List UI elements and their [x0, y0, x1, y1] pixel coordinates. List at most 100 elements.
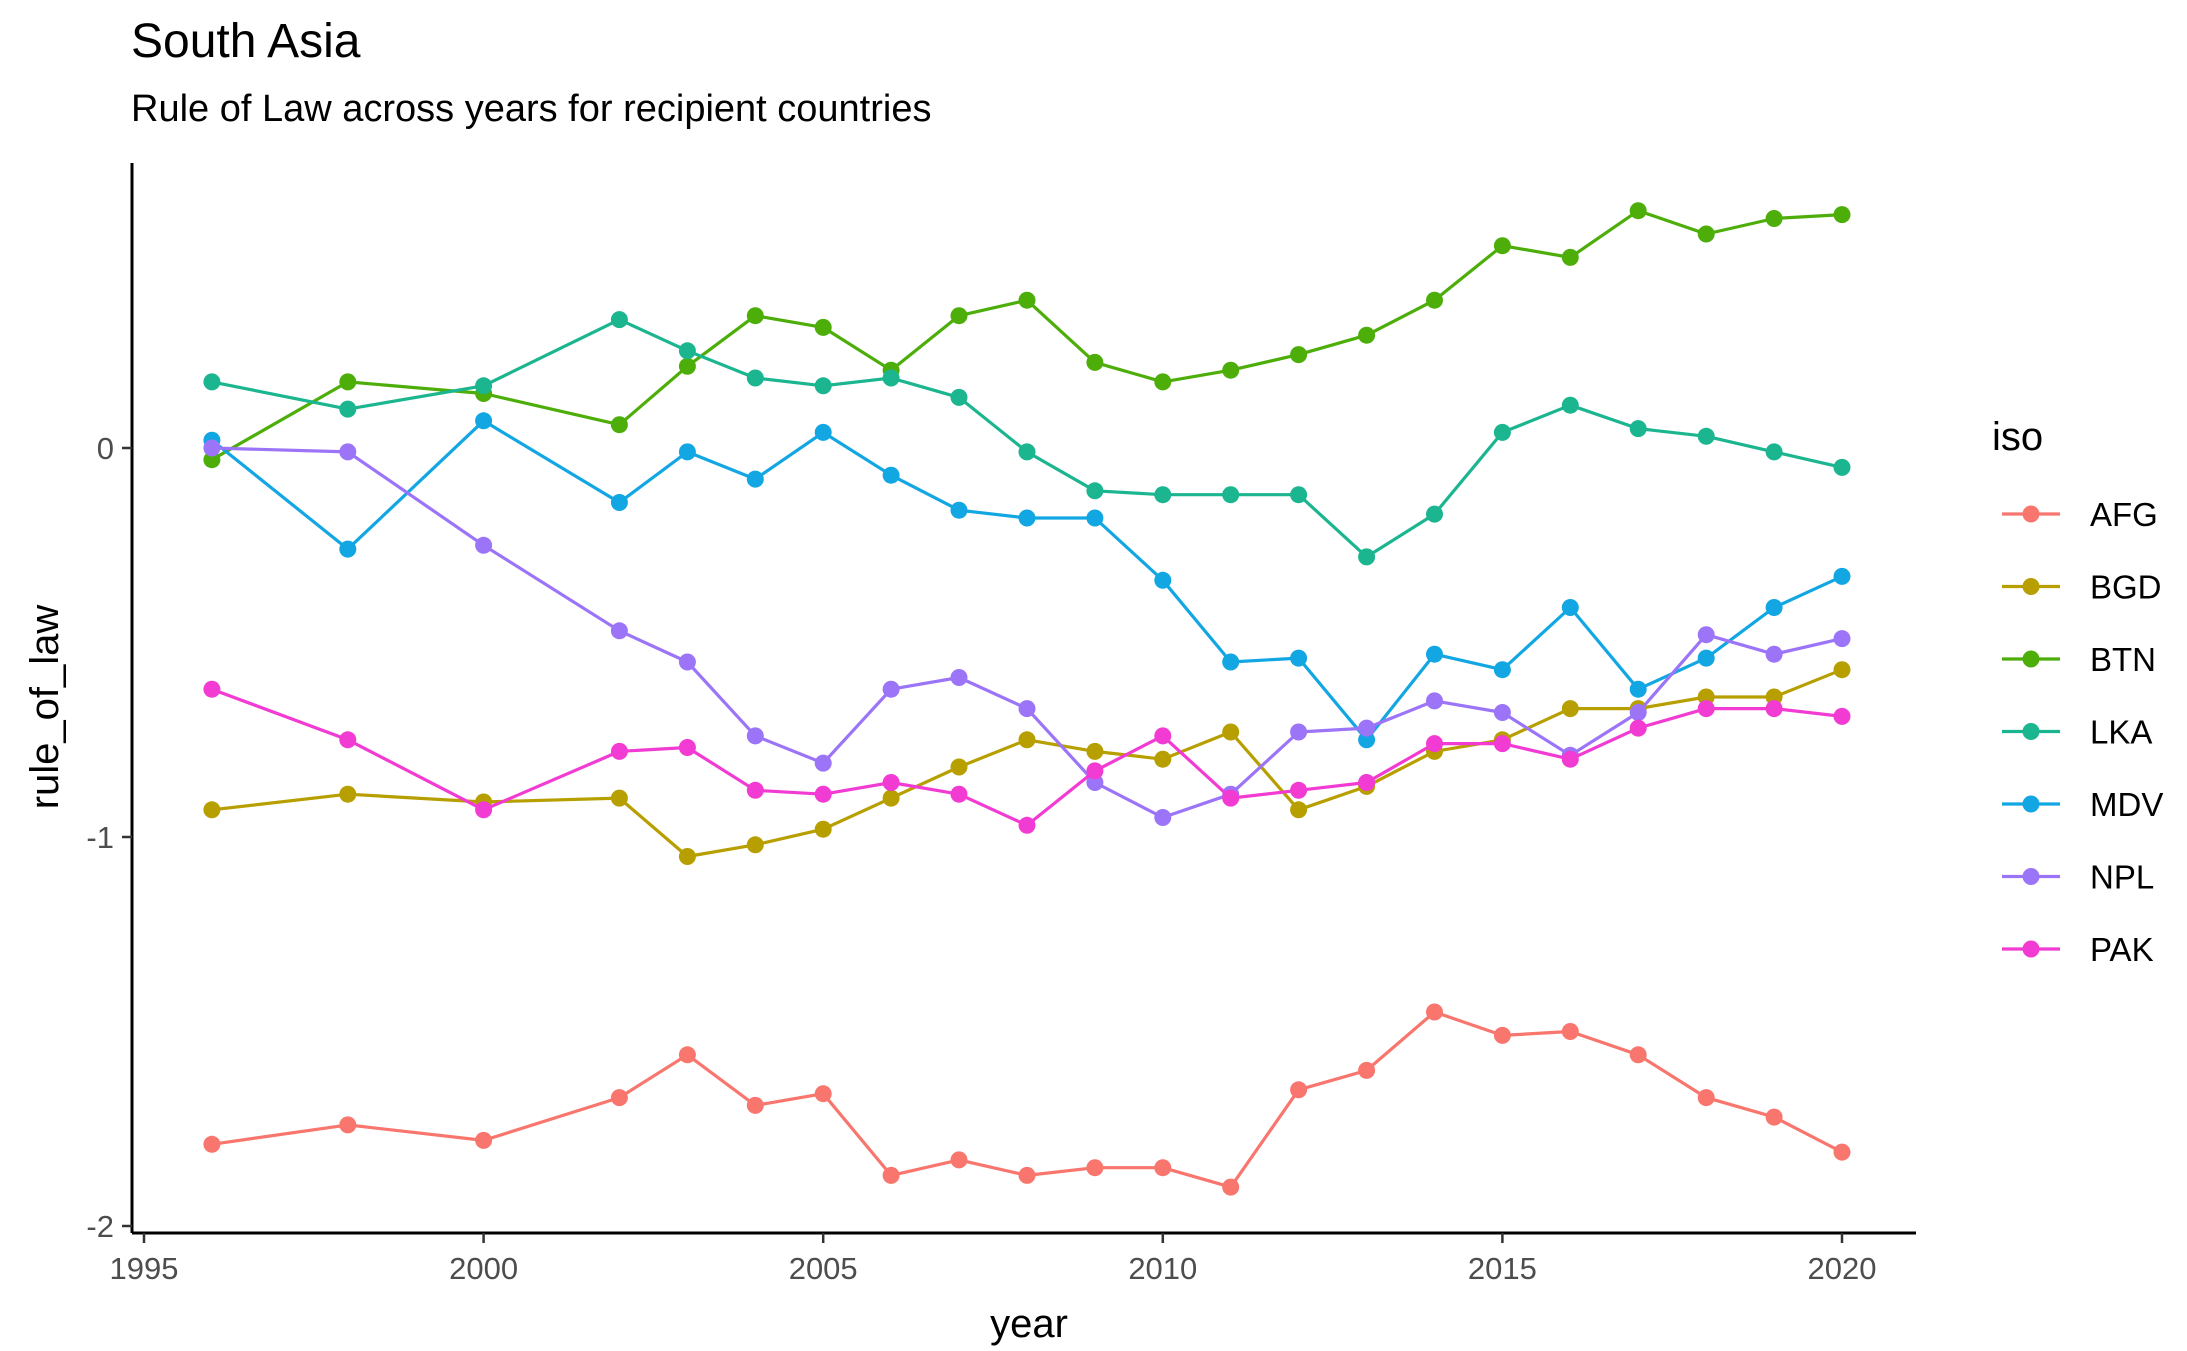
data-point — [1629, 680, 1647, 698]
legend-item-pak: PAK — [2002, 931, 2154, 968]
data-point — [1426, 291, 1443, 309]
data-point — [1154, 727, 1172, 745]
legend-item-bgd: BGD — [2002, 569, 2162, 606]
data-point — [1426, 505, 1443, 523]
data-point — [746, 470, 764, 488]
data-point — [1086, 742, 1104, 760]
x-axis-label: year — [990, 1302, 1068, 1346]
series-btn — [203, 202, 1851, 469]
x-tick-label: 1995 — [110, 1251, 179, 1286]
data-point — [339, 540, 357, 558]
data-point — [1629, 704, 1647, 721]
data-point — [1154, 809, 1172, 826]
data-point — [1222, 653, 1240, 671]
data-point — [882, 789, 900, 807]
axes: 1995 2000 2005 2010 2015 2020 -2 -1 0 — [86, 163, 1916, 1286]
data-point — [1697, 649, 1715, 667]
data-point — [203, 373, 221, 391]
data-point — [950, 1151, 968, 1169]
data-point — [1290, 801, 1308, 819]
data-point — [1561, 248, 1579, 266]
data-point — [814, 785, 832, 803]
data-point — [475, 377, 493, 395]
data-point — [678, 443, 696, 461]
data-point — [1765, 443, 1783, 461]
series-mdv — [203, 412, 1851, 749]
data-point — [1561, 396, 1579, 414]
legend-label: AFG — [2090, 496, 2158, 533]
data-point — [1018, 291, 1036, 309]
legend-item-npl: NPL — [2002, 859, 2154, 896]
data-point — [610, 622, 628, 640]
data-point — [1018, 731, 1036, 749]
data-point — [1493, 661, 1511, 679]
legend-item-lka: LKA — [2002, 714, 2152, 751]
data-point — [1426, 1003, 1443, 1021]
legend-label: BTN — [2090, 641, 2156, 678]
data-point — [1222, 789, 1240, 807]
data-point — [1086, 509, 1104, 527]
data-point — [1833, 567, 1851, 585]
data-point — [678, 653, 696, 671]
data-point — [339, 400, 357, 418]
data-point — [1833, 630, 1851, 648]
series-line-npl — [211, 446, 1843, 820]
series-lka — [203, 311, 1851, 566]
legend-label: NPL — [2090, 859, 2154, 896]
y-tick-label: 0 — [97, 431, 114, 466]
data-point — [1154, 750, 1172, 768]
x-tick-label: 2020 — [1808, 1251, 1877, 1286]
series-line-pak — [211, 687, 1843, 827]
legend-item-afg: AFG — [2002, 496, 2158, 533]
chart-subtitle: Rule of Law across years for recipient c… — [131, 88, 932, 130]
data-point — [1629, 202, 1647, 220]
data-point — [1765, 700, 1783, 718]
data-point — [1086, 482, 1104, 500]
data-point — [1358, 548, 1376, 566]
data-point — [882, 774, 900, 791]
data-point — [1358, 326, 1376, 344]
data-point — [1833, 206, 1851, 224]
data-point — [678, 1046, 696, 1064]
data-point — [203, 439, 221, 457]
data-point — [678, 848, 696, 865]
data-point — [1018, 443, 1036, 461]
data-point — [1086, 1159, 1104, 1177]
data-point — [610, 494, 628, 511]
data-point — [950, 307, 968, 325]
data-point — [882, 680, 900, 698]
data-point — [1697, 225, 1715, 243]
data-point — [814, 423, 832, 441]
data-point — [1765, 599, 1783, 616]
data-point — [1493, 735, 1511, 753]
data-point — [610, 742, 628, 760]
y-tick-label: -2 — [86, 1209, 114, 1244]
series-line-afg — [211, 1010, 1843, 1189]
data-point — [1222, 1178, 1240, 1196]
series-layer — [203, 202, 1851, 1196]
legend-key-point — [2022, 723, 2040, 740]
data-point — [950, 501, 968, 519]
legend-title: iso — [1992, 415, 2043, 459]
series-line-lka — [211, 318, 1843, 559]
data-point — [1358, 774, 1376, 791]
legend-label: MDV — [2090, 786, 2163, 823]
x-tick-label: 2010 — [1128, 1251, 1197, 1286]
data-point — [950, 388, 968, 406]
series-line-bgd — [211, 668, 1843, 859]
data-point — [1290, 486, 1308, 504]
x-tick-label: 2005 — [789, 1251, 858, 1286]
x-tick-label: 2015 — [1468, 1251, 1537, 1286]
data-point — [339, 785, 357, 803]
data-point — [1697, 700, 1715, 718]
data-point — [678, 739, 696, 756]
data-point — [1765, 210, 1783, 227]
legend-key-point — [2022, 578, 2040, 595]
data-point — [339, 373, 357, 391]
data-point — [1493, 237, 1511, 255]
data-point — [678, 342, 696, 360]
data-point — [1018, 1166, 1036, 1184]
data-point — [1765, 1108, 1783, 1126]
legend-key-point — [2022, 650, 2040, 668]
